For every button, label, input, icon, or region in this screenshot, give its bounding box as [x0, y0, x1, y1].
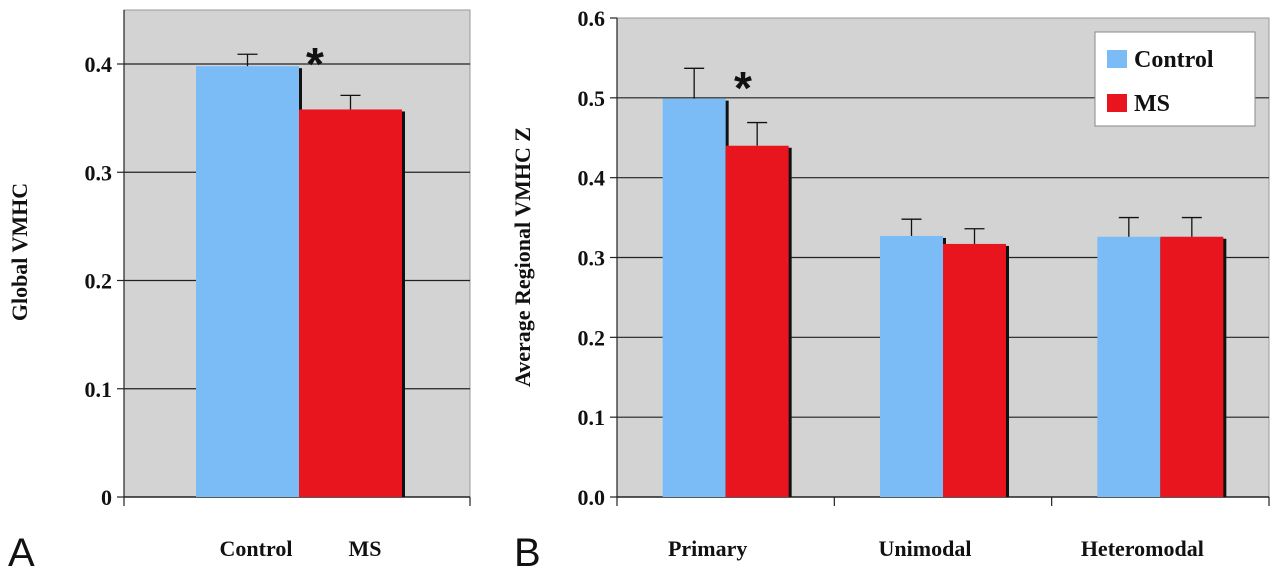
legend-swatch-control	[1107, 50, 1127, 68]
y-tick-label: 0.0	[578, 485, 606, 510]
x-tick-label: Primary	[668, 536, 747, 561]
y-tick-label: 0.3	[85, 160, 113, 185]
legend: Control MS	[1094, 31, 1256, 127]
bar-control-primary	[662, 98, 726, 498]
y-axis-label-a: Global VMHC	[7, 183, 32, 321]
x-tick-label: MS	[349, 536, 382, 561]
x-tick-label: Heteromodal	[1081, 536, 1204, 561]
bars-b	[662, 67, 1227, 498]
panel-label-b: B	[514, 531, 541, 575]
y-tick-label: 0.6	[578, 6, 606, 31]
x-tick-labels-b: Primary Unimodal Heteromodal	[668, 536, 1204, 561]
y-tick-label: 0.2	[578, 325, 606, 350]
y-tick-label: 0.5	[578, 86, 606, 111]
legend-label-ms: MS	[1134, 91, 1170, 117]
y-axis-label-b: Average Regional VMHC Z	[510, 127, 535, 387]
significance-star-a: *	[306, 38, 324, 90]
y-ticks-a: 0 0.1 0.2 0.3 0.4	[85, 10, 471, 510]
bar-control-unimodal	[880, 235, 943, 497]
legend-swatch-ms	[1107, 94, 1127, 112]
bar-ms-heteromodal	[1160, 236, 1224, 497]
y-tick-label: 0.4	[85, 52, 113, 77]
panel-b: 0.0 0.1 0.2 0.3 0.4 0.5 0.6 Primary Unimodal Het…	[510, 6, 1270, 575]
bar-ms	[299, 109, 402, 497]
bar-control-heteromodal	[1097, 236, 1161, 497]
y-tick-label: 0	[101, 485, 112, 510]
significance-star-b: *	[734, 62, 752, 114]
x-tick-label: Unimodal	[879, 536, 972, 561]
x-tick-labels-a: Control MS	[220, 536, 382, 561]
x-tick-label: Control	[220, 536, 293, 561]
bar-ms-primary	[725, 145, 789, 497]
y-tick-label: 0.2	[85, 269, 113, 294]
bar-ms-unimodal	[943, 243, 1006, 497]
bars-a	[196, 53, 405, 497]
legend-label-control: Control	[1134, 47, 1214, 73]
panel-a: 0 0.1 0.2 0.3 0.4 Control MS Global VMHC * A	[7, 9, 471, 575]
panel-label-a: A	[8, 531, 35, 575]
y-tick-label: 0.1	[85, 377, 113, 402]
bar-control	[196, 66, 299, 497]
y-tick-label: 0.4	[578, 166, 606, 191]
y-tick-label: 0.3	[578, 246, 606, 271]
y-tick-label: 0.1	[578, 405, 606, 430]
